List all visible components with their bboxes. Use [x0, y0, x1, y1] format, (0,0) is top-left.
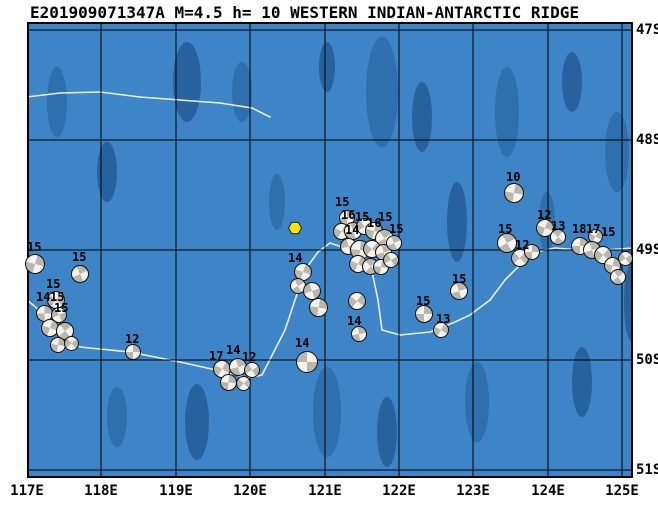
magnitude-label: 15 — [50, 290, 65, 304]
focal-mechanism-beachball — [51, 307, 67, 323]
event-marker-hexagon — [287, 221, 303, 235]
focal-mechanism-beachball — [617, 250, 633, 266]
magnitude-label: 15 — [416, 294, 431, 308]
bathymetry-patch — [447, 182, 467, 262]
x-axis-label: 120E — [233, 483, 267, 499]
bathymetry-patch — [605, 112, 629, 192]
bathymetry-patch — [319, 42, 335, 92]
bathymetry-patch — [624, 262, 633, 342]
magnitude-label: 14 — [288, 251, 303, 265]
x-axis-label: 118E — [84, 483, 118, 499]
bathymetry-patch — [572, 347, 592, 417]
focal-mechanism-beachball — [550, 229, 566, 245]
focal-mechanism-beachball — [497, 233, 517, 253]
bathymetry-patch — [465, 362, 489, 442]
bathymetry-patch — [232, 62, 252, 122]
magnitude-label: 15 — [378, 210, 393, 224]
focal-mechanism-beachball — [386, 235, 402, 251]
plate-boundary-north — [27, 91, 271, 118]
x-axis-label: 125E — [605, 483, 639, 499]
map-frame — [27, 22, 633, 478]
magnitude-label: 17 — [209, 349, 224, 363]
magnitude-label: 18 — [572, 222, 587, 236]
focal-mechanism-beachball — [71, 265, 89, 283]
y-axis-label: 47S — [636, 22, 658, 38]
focal-mechanism-beachball — [450, 282, 468, 300]
focal-mechanism-beachball — [219, 373, 237, 391]
magnitude-label: 15 — [335, 195, 350, 209]
y-axis-label: 50S — [636, 352, 658, 368]
focal-mechanism-beachball — [536, 219, 554, 237]
bathymetry-patch — [412, 82, 432, 152]
focal-mechanism-beachball — [415, 305, 433, 323]
bathymetry-patch — [107, 387, 127, 447]
magnitude-label: 17 — [586, 222, 601, 236]
event-title: E201909071347A M=4.5 h= 10 WESTERN INDIA… — [30, 3, 580, 22]
focal-mechanism-beachball — [504, 183, 524, 203]
focal-mechanism-beachball — [524, 244, 540, 260]
focal-mechanism-beachball — [63, 335, 79, 351]
y-axis-label: 51S — [636, 462, 658, 478]
magnitude-label: 13 — [436, 312, 451, 326]
focal-mechanism-beachball — [348, 292, 366, 310]
bathymetry-patch — [173, 42, 201, 122]
bathymetry-patch — [185, 384, 209, 460]
magnitude-label: 15 — [46, 277, 61, 291]
magnitude-label: 14 — [347, 314, 362, 328]
magnitude-label: 14 — [345, 223, 360, 237]
magnitude-label: 14 — [226, 343, 241, 357]
focal-mechanism-beachball — [125, 344, 141, 360]
magnitude-label: 15 — [601, 225, 616, 239]
magnitude-label: 15 — [72, 250, 87, 264]
magnitude-label: 13 — [551, 219, 566, 233]
magnitude-label: 12 — [125, 332, 140, 346]
magnitude-label: 15 — [389, 222, 404, 236]
bathymetry-patch — [47, 67, 67, 137]
magnitude-label: 16 — [367, 216, 382, 230]
x-axis-label: 121E — [308, 483, 342, 499]
focal-mechanism-beachball — [296, 351, 318, 373]
magnitude-label: 14 — [295, 336, 310, 350]
x-axis-label: 117E — [10, 483, 44, 499]
focal-mechanism-beachball — [383, 252, 399, 268]
bathymetry-patch — [562, 52, 582, 112]
focal-mechanism-beachball — [351, 326, 367, 342]
magnitude-label: 15 — [27, 240, 42, 254]
y-axis-label: 48S — [636, 132, 658, 148]
magnitude-label: 16 — [341, 208, 356, 222]
bathymetry-patch — [377, 397, 397, 467]
magnitude-label: 12 — [242, 350, 257, 364]
x-axis-label: 119E — [159, 483, 193, 499]
focal-mechanism-beachball — [433, 322, 449, 338]
x-axis-label: 122E — [382, 483, 416, 499]
bathymetry-patch — [495, 67, 519, 157]
bathymetry-patch — [366, 37, 398, 147]
bathymetry-patch — [97, 142, 117, 202]
magnitude-label: 14 — [36, 290, 51, 304]
bathymetry-patch — [313, 367, 341, 457]
magnitude-label: 12 — [537, 208, 552, 222]
x-axis-label: 123E — [456, 483, 490, 499]
focal-mechanism-beachball — [244, 362, 260, 378]
focal-mechanism-beachball — [308, 297, 328, 317]
focal-mechanism-beachball — [25, 254, 45, 274]
magnitude-label: 15 — [355, 210, 370, 224]
y-axis-label: 49S — [636, 242, 658, 258]
magnitude-label: 15 — [54, 301, 69, 315]
magnitude-label: 15 — [498, 222, 513, 236]
focal-mechanism-beachball — [610, 269, 626, 285]
magnitude-label: 12 — [515, 238, 530, 252]
bathymetry-patch — [269, 174, 285, 230]
map-canvas — [27, 22, 633, 478]
focal-mechanism-beachball — [235, 375, 251, 391]
x-axis-label: 124E — [531, 483, 565, 499]
magnitude-label: 15 — [452, 272, 467, 286]
magnitude-label: 10 — [506, 170, 521, 184]
